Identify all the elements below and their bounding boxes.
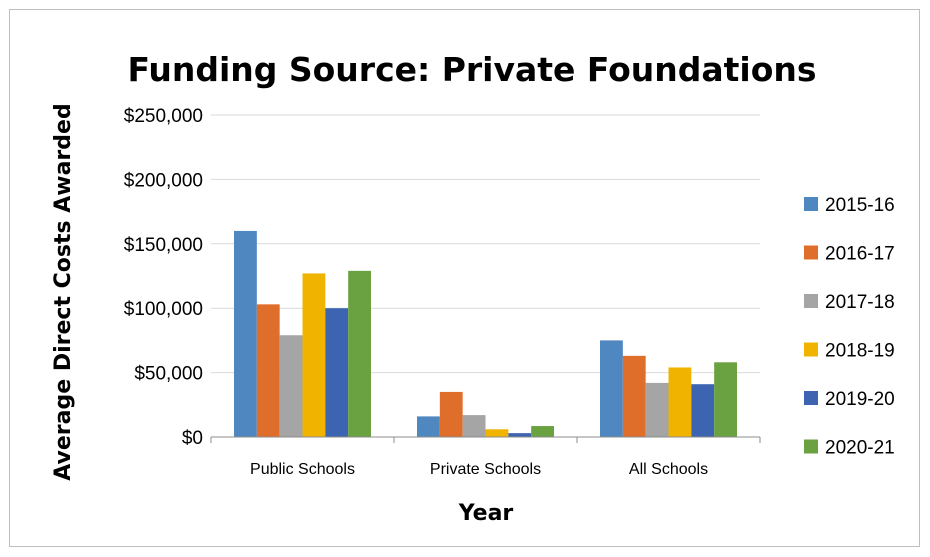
category-labels: Public Schools Private Schools All Schools (250, 461, 708, 478)
y-axis-title: Average Direct Costs Awarded (51, 103, 76, 480)
legend-label: 2015-16 (825, 195, 895, 216)
legend-swatch (804, 391, 818, 405)
bar-2020-21-all-schools (714, 362, 737, 437)
bar-2017-18-public-schools (279, 335, 303, 437)
y-tick-label: $200,000 (124, 170, 203, 191)
bar-2018-19-public-schools (302, 273, 326, 437)
x-axis-title: Year (458, 501, 514, 526)
chart-frame (9, 9, 920, 547)
legend-label: 2017-18 (825, 292, 895, 313)
category-label: All Schools (629, 461, 708, 478)
bar-2019-20-all-schools (691, 384, 715, 437)
bar-2020-21-private-schools (531, 426, 554, 437)
bar-2016-17-public-schools (256, 304, 280, 437)
y-tick-label: $100,000 (124, 299, 203, 320)
bar-2015-16-all-schools (600, 340, 623, 437)
y-tick-label: $150,000 (124, 235, 203, 256)
y-tick-label: $0 (182, 428, 203, 449)
bars (234, 230, 737, 437)
bar-2018-19-private-schools (485, 429, 509, 437)
chart-title: Funding Source: Private Foundations (127, 50, 816, 89)
category-label: Public Schools (250, 461, 355, 478)
y-tick-labels: $0 $50,000 $100,000 $150,000 $200,000 $250,00… (124, 106, 203, 449)
bar-2017-18-private-schools (462, 415, 486, 437)
legend-swatch (804, 197, 818, 211)
legend: 2015-16 2016-17 2017-18 2018-19 2019-20 2020-… (804, 195, 895, 459)
legend-label: 2018-19 (825, 341, 895, 362)
legend-swatch (804, 294, 818, 308)
legend-swatch (804, 439, 818, 454)
bar-2017-18-all-schools (645, 382, 669, 437)
legend-label: 2019-20 (825, 389, 895, 410)
legend-label: 2016-17 (825, 244, 895, 265)
bar-2020-21-public-schools (348, 270, 371, 437)
bar-2018-19-all-schools (668, 367, 692, 437)
y-tick-label: $250,000 (124, 106, 203, 127)
x-tick-marks (210, 437, 761, 443)
bar-2016-17-all-schools (622, 355, 646, 437)
category-label: Private Schools (430, 461, 541, 478)
y-tick-label: $50,000 (134, 364, 203, 385)
bar-2019-20-private-schools (508, 433, 532, 437)
legend-label: 2020-21 (825, 438, 895, 459)
legend-swatch (804, 342, 818, 357)
gridlines (211, 114, 760, 374)
bar-2015-16-private-schools (417, 416, 440, 437)
legend-swatch (804, 245, 818, 260)
bar-2016-17-private-schools (439, 391, 463, 437)
bar-2015-16-public-schools (234, 230, 257, 437)
bar-2019-20-public-schools (325, 308, 349, 437)
